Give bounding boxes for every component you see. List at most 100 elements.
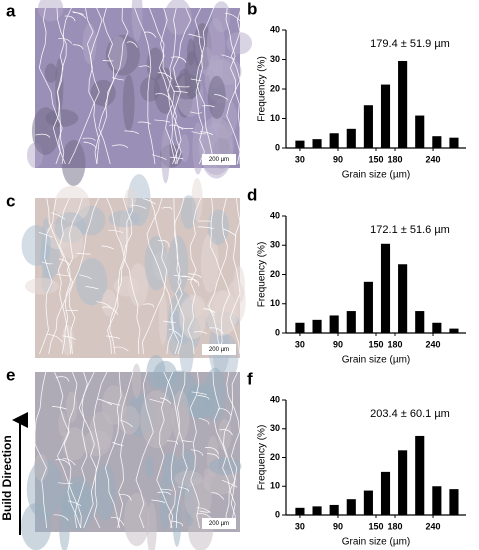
grain-boundary [46,197,65,355]
grain-boundary [168,371,186,529]
grain-boundary [214,94,228,100]
annotation: 172.1 ± 51.6 µm [370,224,450,236]
texture [207,75,226,120]
bar [449,489,459,515]
texture [172,492,182,547]
texture [123,492,150,547]
grain-boundary [195,7,214,165]
build-direction: Build Direction [0,435,14,520]
grain-boundary [168,328,182,338]
bar [380,84,391,148]
bar [432,136,442,148]
texture [163,370,197,404]
grain-boundary [124,130,139,135]
panel-letter: d [247,185,257,204]
bar [329,315,339,333]
scale-bar-label: 200 µm [209,347,229,353]
grain-boundary [106,197,125,355]
x-axis-label: Grain size (µm) [342,170,411,181]
panel-letter: e [6,365,15,384]
y-tick-label: 30 [270,54,280,64]
y-tick-label: 0 [275,142,280,152]
bar [346,499,356,515]
grain-boundary [197,226,214,230]
x-tick-label: 150 [368,339,383,349]
grain-boundary [98,7,129,165]
bar [312,506,322,515]
bar [415,435,425,515]
x-tick-label: 180 [387,521,402,531]
bar [398,264,408,333]
grain-boundary [104,371,122,529]
texture [161,127,170,184]
grain-boundary [207,453,220,459]
grain-boundary [170,56,187,63]
x-tick-label: 150 [368,154,383,164]
grain-boundary [189,111,203,114]
grain-boundary [52,7,72,165]
grain-boundary [200,131,214,136]
y-tick-label: 20 [270,452,280,462]
x-tick-label: 180 [387,339,402,349]
grain-boundary [62,458,76,466]
x-axis-label: Grain size (µm) [342,537,411,548]
texture [180,195,197,229]
texture [212,289,237,335]
bar [380,243,391,333]
grain-boundary [62,335,77,340]
grain-boundary [122,197,141,355]
grain-boundary [196,507,211,513]
bar [312,139,322,148]
bar [398,60,408,148]
texture [60,225,84,260]
grain-boundary [83,371,108,529]
grain-boundary [142,198,156,205]
texture [62,482,92,518]
grain-boundary [56,7,67,165]
grain-boundary [198,220,212,222]
grain-boundary [102,60,114,62]
scale-bar-box [202,344,236,355]
texture [179,296,207,340]
grain-boundary [167,7,182,165]
texture [159,475,171,531]
grain-boundary [53,514,69,521]
grain-boundary [38,232,53,238]
panel-letter: f [247,369,253,388]
grain-boundary [46,334,63,343]
y-tick-label: 30 [270,423,280,433]
grain-boundary [157,239,170,248]
grain-boundary [58,38,73,44]
grain-boundary [137,121,151,125]
grain-boundary [143,303,154,308]
x-tick-label: 90 [333,339,343,349]
grain-boundary [117,371,134,529]
texture [82,23,97,65]
grain-boundary [178,126,194,130]
texture [33,453,49,482]
x-tick-label: 150 [368,521,383,531]
grain-boundary [79,274,92,280]
bar [346,128,356,148]
grain-boundary [112,442,124,447]
grain-boundary [146,197,175,355]
texture [83,430,112,457]
grain-boundary [187,197,202,355]
grain-boundary [110,517,125,526]
grain-boundary [111,77,124,81]
texture [94,464,116,521]
grain-boundary [149,398,164,404]
grain-boundary [97,398,113,406]
panel-letter: c [6,191,15,210]
grain-boundary [194,331,208,335]
grain-boundary [35,133,51,138]
y-tick-label: 40 [270,210,280,220]
grain-boundary [221,54,236,61]
texture [184,51,200,100]
texture [140,390,174,449]
grain-boundary [56,273,71,277]
grain-boundary [161,206,173,210]
x-tick-label: 30 [295,339,305,349]
grain-boundary [157,72,173,80]
texture [58,411,67,437]
